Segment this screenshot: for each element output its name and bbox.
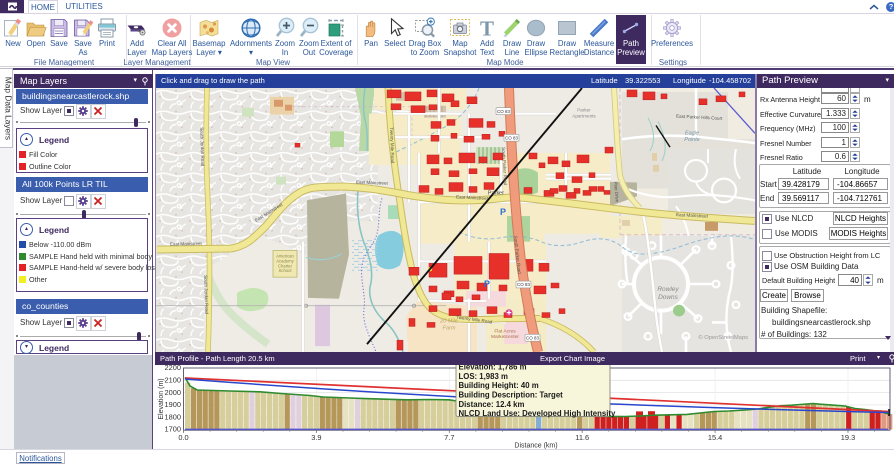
svg-text:Charter: Charter: [278, 263, 293, 268]
svg-text:CO 83: CO 83: [505, 135, 518, 140]
svg-text:NLCD Land Use: Developed High: NLCD Land Use: Developed High Intensity: [459, 409, 616, 418]
svg-text:Eagle: Eagle: [685, 130, 699, 136]
svg-text:Elevation (m): Elevation (m): [158, 378, 165, 419]
svg-text:Parker: Parker: [488, 190, 504, 196]
svg-text:19.3: 19.3: [841, 433, 855, 442]
svg-text:Flat Acres: Flat Acres: [494, 328, 516, 334]
svg-text:Distance: 12.4 km: Distance: 12.4 km: [459, 400, 525, 409]
svg-text:Building Height: 40 m: Building Height: 40 m: [459, 381, 539, 390]
svg-text:South Jordan Road: South Jordan Road: [199, 127, 205, 167]
svg-text:East Mainstreet: East Mainstreet: [170, 241, 203, 247]
svg-text:CO 83: CO 83: [497, 109, 510, 114]
svg-text:Twenty Mile Road: Twenty Mile Road: [389, 127, 395, 163]
svg-text:© OpenStreetMaps: © OpenStreetMaps: [698, 334, 748, 341]
svg-text:Marketcenter: Marketcenter: [491, 334, 519, 340]
svg-text:1700: 1700: [165, 425, 181, 434]
svg-text:Rowley: Rowley: [657, 286, 679, 293]
svg-text:1800: 1800: [165, 412, 181, 421]
svg-text:East Parker Hills Court: East Parker Hills Court: [676, 114, 723, 121]
svg-text:2000: 2000: [165, 388, 181, 397]
svg-text:South Jordan Road: South Jordan Road: [203, 275, 209, 315]
svg-text:Downs: Downs: [658, 294, 679, 301]
svg-text:2100: 2100: [165, 376, 181, 385]
svg-text:Apartments: Apartments: [572, 114, 596, 119]
svg-text:Building Description: Target: Building Description: Target: [459, 391, 564, 400]
svg-text:American: American: [276, 253, 294, 258]
svg-text:Distance (km): Distance (km): [514, 443, 557, 450]
svg-text:15.4: 15.4: [708, 433, 722, 442]
svg-text:CO 83: CO 83: [517, 282, 530, 287]
svg-text:East Mainstreet: East Mainstreet: [676, 212, 709, 219]
svg-text:East Mainstreet: East Mainstreet: [356, 180, 389, 186]
svg-text:South Parker Road: South Parker Road: [501, 147, 508, 186]
svg-text:Parker: Parker: [577, 108, 591, 113]
svg-text:Farm: Farm: [443, 325, 456, 331]
svg-text:20 Mile: 20 Mile: [439, 318, 458, 324]
svg-text:3.9: 3.9: [311, 433, 321, 442]
svg-text:7.7: 7.7: [444, 433, 454, 442]
svg-text:Twenty Mile Road: Twenty Mile Road: [456, 315, 493, 325]
svg-text:South Parker Road: South Parker Road: [513, 235, 522, 274]
svg-text:Elevation: 1,786 m: Elevation: 1,786 m: [459, 365, 527, 372]
svg-text:CO 83: CO 83: [526, 335, 539, 340]
svg-text:East Mainstreet: East Mainstreet: [456, 194, 489, 201]
svg-text:Pine Drive: Pine Drive: [613, 181, 620, 203]
svg-text:2200: 2200: [165, 365, 181, 372]
svg-text:P: P: [484, 279, 490, 289]
svg-text:P: P: [500, 207, 506, 217]
svg-text:T: T: [480, 17, 494, 39]
svg-text:Pointe: Pointe: [684, 137, 700, 143]
svg-text:LOS: 1,983 m: LOS: 1,983 m: [459, 372, 508, 381]
svg-text:1900: 1900: [165, 400, 181, 409]
svg-text:11.6: 11.6: [575, 433, 589, 442]
svg-text:0.0: 0.0: [178, 433, 188, 442]
svg-text:Academy: Academy: [276, 258, 294, 263]
svg-text:School: School: [279, 268, 292, 273]
